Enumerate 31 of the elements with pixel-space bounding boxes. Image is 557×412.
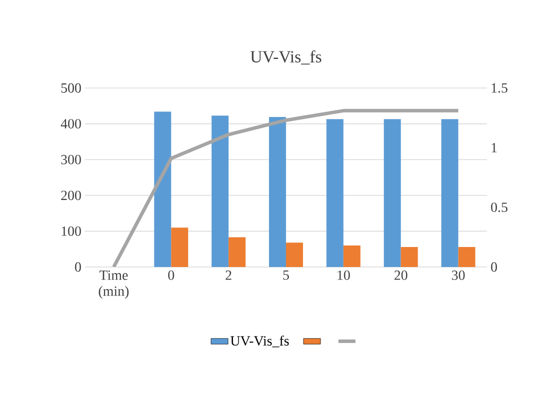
bar — [441, 119, 458, 267]
bar — [212, 116, 229, 267]
bar — [458, 246, 476, 267]
bar — [171, 228, 188, 267]
y-tick-label: 200 — [61, 190, 81, 200]
y-tick-label: 100 — [62, 226, 81, 236]
x-tick-label: 5 — [283, 270, 289, 280]
y2-tick-label: 1 — [492, 143, 497, 152]
x-tick-label: 20 — [394, 270, 408, 280]
y2-tick-label: 0.5 — [491, 202, 508, 212]
x-tick-label: 2 — [226, 270, 232, 280]
x-tick-label: 30 — [452, 270, 465, 280]
bar — [384, 119, 401, 267]
y-tick-label: 500 — [61, 83, 81, 93]
bar — [400, 246, 418, 267]
bar — [154, 112, 172, 267]
x-tick-label: Time (min) — [98, 270, 129, 299]
y2-tick-label: 1.5 — [492, 83, 508, 93]
y-tick-label: 400 — [60, 119, 81, 129]
bar — [228, 237, 246, 267]
legend-label: UV-Vis_fs — [230, 336, 289, 348]
y-tick-label: 0 — [75, 262, 81, 272]
bar — [286, 242, 303, 267]
x-tick-label: 10 — [338, 270, 350, 280]
chart-title: UV-Vis_fs — [250, 50, 322, 65]
bar — [326, 119, 344, 267]
bar — [269, 117, 286, 267]
y2-tick-label: 0 — [491, 262, 497, 272]
y-tick-label: 300 — [61, 154, 81, 164]
bar — [343, 246, 360, 267]
x-tick-label: 0 — [168, 270, 174, 280]
